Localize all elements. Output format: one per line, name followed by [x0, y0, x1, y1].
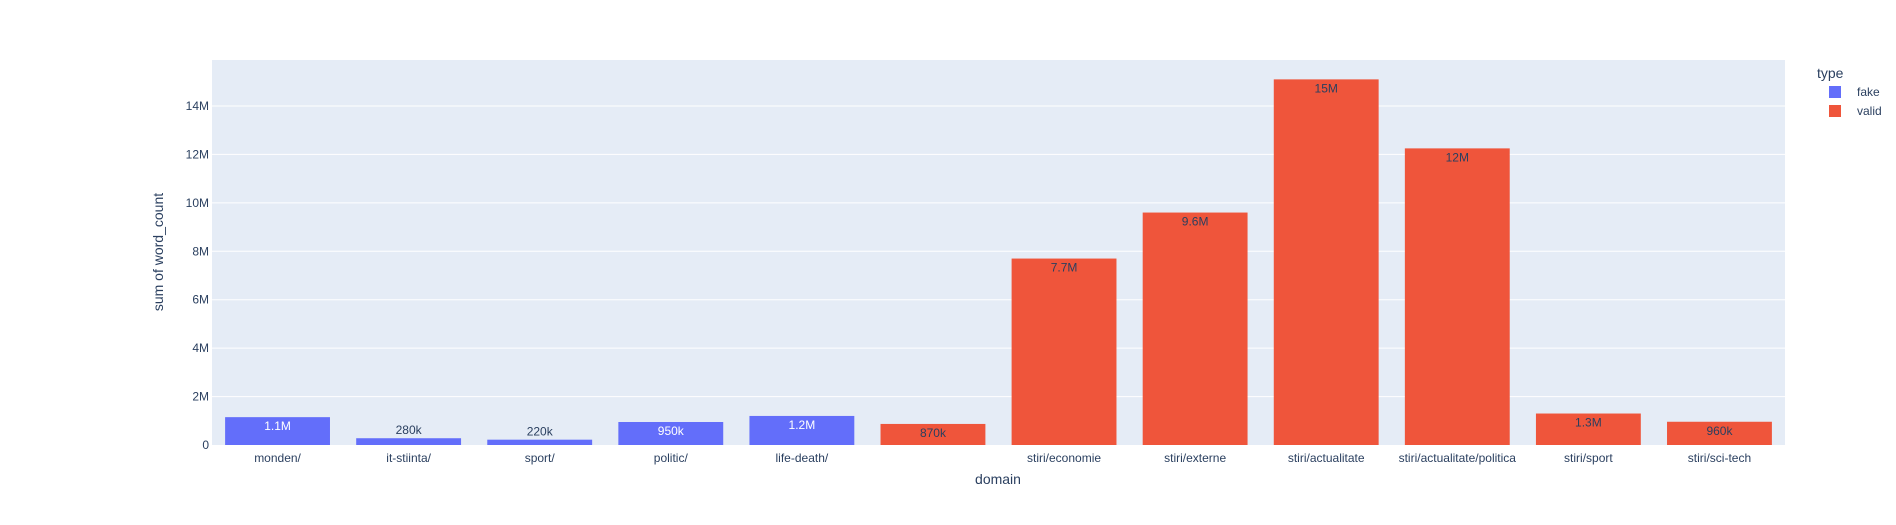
x-tick-label: life-death/	[776, 451, 829, 465]
x-tick-label: politic/	[654, 451, 689, 465]
bar-valid	[1404, 148, 1510, 446]
bar-labels: 1.1M 280k 220k 950k 1.2M 870k 7.7M 9.6M 15M 12M 1.…	[264, 81, 1733, 440]
x-tick-label: stiri/actualitate/politica	[1399, 451, 1517, 465]
y-axis-title: sum of word_count	[150, 193, 166, 311]
legend-swatch-valid[interactable]	[1829, 105, 1841, 117]
bar-valid	[1011, 258, 1117, 445]
y-tick-label: 6M	[192, 293, 209, 307]
data-label: 12M	[1446, 150, 1469, 164]
y-tick-label: 8M	[192, 244, 209, 258]
bar-fake	[356, 438, 462, 445]
bar-fake	[487, 439, 593, 445]
x-tick-label: stiri/economie	[1027, 451, 1101, 465]
bar-fake	[618, 421, 724, 445]
x-tick-label: stiri/sci-tech	[1688, 451, 1751, 465]
y-tick-label: 2M	[192, 390, 209, 404]
x-axis-ticks: monden/it-stiinta/sport/politic/life-dea…	[254, 451, 1751, 465]
x-tick-label: stiri/sport	[1564, 451, 1613, 465]
x-tick-label: sport/	[525, 451, 556, 465]
bar-valid	[1273, 79, 1379, 446]
bar-valid	[1667, 421, 1772, 445]
legend-label-valid[interactable]: valid	[1857, 104, 1882, 118]
data-label: 7.7M	[1051, 261, 1078, 275]
y-tick-label: 10M	[186, 196, 209, 210]
y-tick-label: 4M	[192, 341, 209, 355]
x-tick-label: it-stiinta/	[386, 451, 431, 465]
data-label: 950k	[658, 424, 685, 438]
data-label: 960k	[1706, 424, 1733, 438]
gridlines	[212, 105, 1785, 398]
y-tick-label: 12M	[186, 147, 209, 161]
bar-valid	[1142, 212, 1248, 445]
data-label: 15M	[1315, 81, 1338, 95]
data-label: 9.6M	[1182, 215, 1209, 229]
bar-fake	[225, 417, 330, 445]
y-axis-ticks: 0 2M 4M 6M 8M 10M 12M 14M	[186, 99, 210, 452]
bar-valid	[880, 423, 986, 445]
legend-label-fake[interactable]: fake	[1857, 85, 1880, 99]
data-label: 1.3M	[1575, 416, 1602, 430]
bar-fake	[749, 415, 855, 445]
bar-valid	[1535, 413, 1641, 445]
y-tick-label: 14M	[186, 99, 209, 113]
data-label: 280k	[396, 423, 423, 437]
legend-swatch-fake[interactable]	[1829, 86, 1841, 98]
data-label: 870k	[920, 426, 947, 440]
data-label: 1.1M	[264, 419, 291, 433]
x-tick-label: stiri/actualitate	[1288, 451, 1365, 465]
legend-title: type	[1817, 65, 1844, 81]
bars	[225, 79, 1772, 446]
legend: type fake valid	[1817, 65, 1882, 118]
x-axis-title: domain	[975, 471, 1021, 487]
data-label: 1.2M	[789, 418, 816, 432]
y-tick-label: 0	[202, 438, 209, 452]
data-label: 220k	[527, 425, 554, 439]
x-tick-label: stiri/externe	[1164, 451, 1226, 465]
x-tick-label: monden/	[254, 451, 301, 465]
plot-area	[212, 60, 1785, 445]
